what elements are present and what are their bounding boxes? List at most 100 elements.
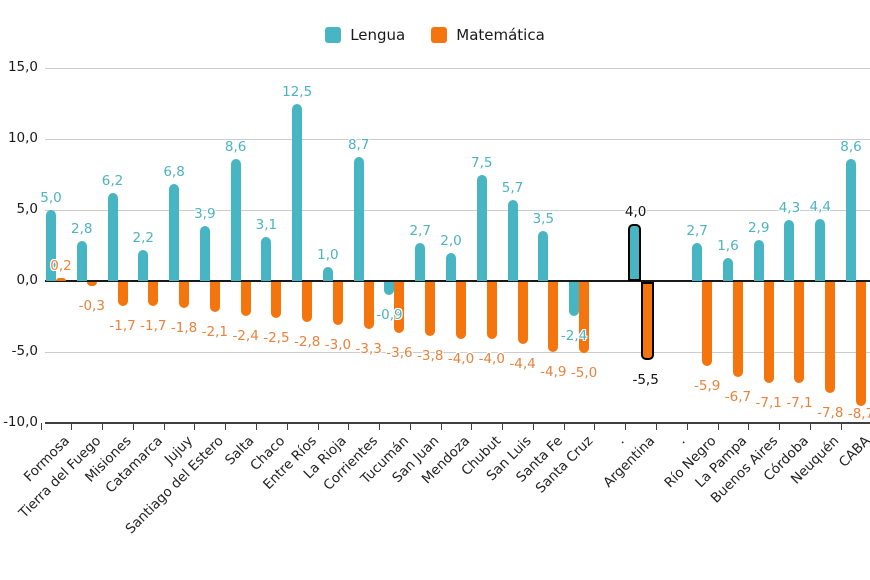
value-label-lengua-misiones: 6,2 bbox=[101, 172, 124, 189]
x-axis-tick bbox=[71, 423, 73, 430]
value-label-lengua-santiago-del-estero: 3,9 bbox=[194, 205, 216, 222]
x-axis-tick bbox=[840, 423, 842, 430]
value-label-matematica-neuquen: -7,8 bbox=[817, 404, 844, 421]
x-axis-tick bbox=[502, 423, 504, 430]
bar-lengua-santa-cruz bbox=[569, 282, 580, 317]
bar-lengua-chubut bbox=[476, 174, 487, 281]
x-label-spacer-18: . bbox=[612, 433, 628, 448]
bar-lengua-santiago-del-estero bbox=[199, 225, 210, 281]
x-axis-tick bbox=[779, 423, 781, 430]
value-label-matematica-la-pampa: -6,7 bbox=[724, 389, 752, 406]
value-label-lengua-santa-cruz: -2,4 bbox=[560, 328, 588, 345]
value-label-lengua-chaco: 3,1 bbox=[255, 216, 278, 233]
value-label-lengua-san-luis: 5,7 bbox=[501, 180, 524, 197]
value-label-lengua-entre-rios: 12,5 bbox=[282, 83, 313, 100]
gridline bbox=[45, 68, 870, 69]
x-axis-tick bbox=[194, 423, 196, 430]
value-label-lengua-catamarca: 2,2 bbox=[132, 229, 155, 246]
value-label-lengua-la-pampa: 1,6 bbox=[717, 238, 739, 255]
value-label-matematica-formosa: 0,2 bbox=[50, 258, 72, 275]
x-label-spacer-20: . bbox=[674, 433, 689, 448]
value-label-matematica-santa-cruz: -5,0 bbox=[570, 365, 598, 381]
value-label-lengua-santa-fe: 3,5 bbox=[532, 211, 555, 228]
bar-matematica-tierra-del-fuego bbox=[86, 282, 97, 287]
value-label-lengua-tucuman: -0,9 bbox=[376, 306, 403, 323]
legend-label-matematica: Matemática bbox=[456, 26, 545, 44]
bar-matematica-corrientes bbox=[363, 282, 374, 329]
value-label-lengua-caba: 8,6 bbox=[840, 138, 862, 155]
x-axis-tick bbox=[625, 423, 627, 430]
value-label-matematica-tucuman: -3,6 bbox=[386, 345, 413, 362]
bar-lengua-san-luis bbox=[507, 200, 518, 281]
x-axis-tick bbox=[317, 423, 319, 430]
value-label-lengua-buenos-aires: 2,9 bbox=[747, 219, 770, 236]
value-label-lengua-tierra-del-fuego: 2,8 bbox=[71, 221, 93, 238]
bar-lengua-buenos-aires bbox=[753, 239, 764, 281]
x-axis-tick bbox=[409, 423, 411, 430]
bar-lengua-la-pampa bbox=[722, 258, 733, 281]
bar-matematica-catamarca bbox=[148, 282, 159, 307]
bar-lengua-cordoba bbox=[784, 219, 795, 281]
value-label-lengua-mendoza: 2,0 bbox=[440, 232, 462, 249]
value-label-matematica-entre-rios: -2,8 bbox=[293, 333, 321, 350]
value-label-matematica-mendoza: -4,0 bbox=[447, 350, 475, 367]
bar-lengua-tucuman bbox=[384, 282, 395, 295]
x-axis-tick bbox=[471, 423, 473, 430]
bar-matematica-chaco bbox=[271, 282, 282, 318]
x-axis-tick bbox=[40, 423, 42, 430]
value-label-matematica-tierra-del-fuego: -0,3 bbox=[78, 298, 105, 315]
bar-matematica-mendoza bbox=[456, 282, 466, 339]
gridline bbox=[45, 139, 870, 140]
value-label-matematica-rio-negro: -5,9 bbox=[693, 377, 721, 394]
bar-lengua-caba bbox=[846, 158, 857, 281]
x-axis-tick bbox=[717, 423, 719, 430]
bar-matematica-cordoba bbox=[794, 282, 805, 383]
value-label-lengua-formosa: 5,0 bbox=[40, 190, 62, 206]
bar-matematica-chubut bbox=[486, 282, 497, 339]
value-label-lengua-salta: 8,6 bbox=[224, 138, 247, 155]
y-axis-label-5-0: 5,0 bbox=[16, 201, 38, 217]
x-axis-tick bbox=[286, 423, 288, 430]
bar-matematica-tucuman bbox=[394, 282, 405, 334]
value-label-lengua-cordoba: 4,3 bbox=[778, 199, 801, 216]
value-label-matematica-caba: -8,7 bbox=[847, 406, 870, 422]
value-label-lengua-san-juan: 2,7 bbox=[409, 222, 431, 239]
x-axis-tick bbox=[348, 423, 350, 430]
bar-matematica-santa-cruz bbox=[579, 282, 590, 353]
bar-lengua-mendoza bbox=[446, 252, 456, 281]
bar-matematica-entre-rios bbox=[302, 282, 313, 322]
legend-item-lengua: Lengua bbox=[325, 26, 405, 44]
lengua-swatch-icon bbox=[325, 27, 342, 43]
gridline bbox=[45, 352, 870, 353]
bar-lengua-entre-rios bbox=[292, 103, 303, 281]
value-label-lengua-chubut: 7,5 bbox=[471, 154, 493, 171]
value-label-lengua-rio-negro: 2,7 bbox=[686, 222, 708, 239]
x-axis-tick bbox=[102, 423, 104, 430]
value-label-matematica-buenos-aires: -7,1 bbox=[755, 394, 782, 411]
x-axis-tick bbox=[132, 423, 134, 430]
bar-matematica-salta bbox=[240, 282, 251, 317]
bar-lengua-chaco bbox=[261, 236, 272, 281]
y-axis-label-10-0: -10,0 bbox=[3, 414, 38, 430]
bar-lengua-formosa bbox=[46, 210, 56, 281]
value-label-matematica-salta: -2,4 bbox=[232, 328, 259, 345]
bar-lengua-rio-negro bbox=[692, 242, 703, 281]
x-label-argentina: Argentina bbox=[600, 433, 658, 491]
bar-lengua-catamarca bbox=[138, 249, 149, 281]
x-axis-tick bbox=[440, 423, 442, 430]
value-label-lengua-argentina: 4,0 bbox=[624, 204, 647, 221]
bar-matematica-buenos-aires bbox=[763, 282, 774, 383]
matematica-swatch-icon bbox=[431, 27, 448, 43]
bar-lengua-jujuy bbox=[169, 184, 180, 281]
bar-matematica-misiones bbox=[117, 282, 128, 307]
value-label-matematica-misiones: -1,7 bbox=[109, 318, 136, 335]
bar-lengua-misiones bbox=[107, 192, 118, 281]
bar-lengua-neuquen bbox=[815, 218, 826, 281]
value-label-matematica-chaco: -2,5 bbox=[263, 329, 290, 346]
value-label-matematica-catamarca: -1,7 bbox=[140, 318, 167, 335]
y-axis-label-10-0: 10,0 bbox=[7, 130, 38, 146]
x-axis-tick bbox=[532, 423, 534, 430]
value-label-lengua-jujuy: 6,8 bbox=[163, 164, 185, 181]
bar-matematica-santa-fe bbox=[548, 282, 559, 352]
